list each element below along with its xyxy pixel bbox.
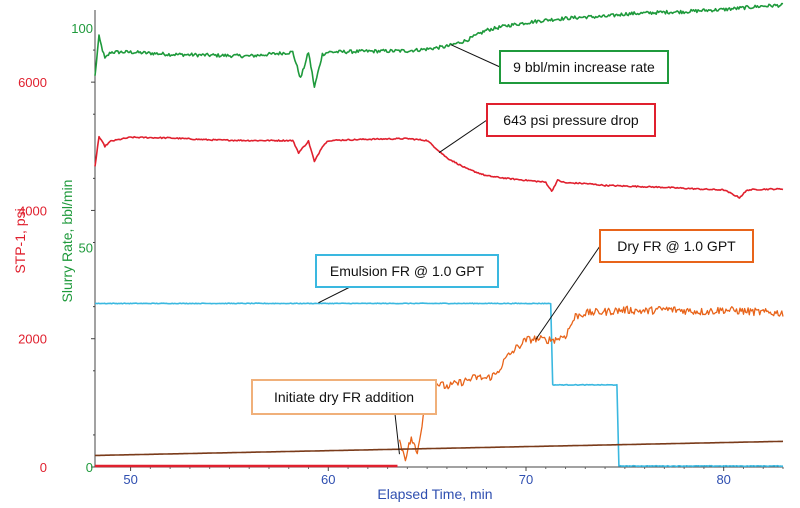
series-layer: [94, 2, 784, 468]
x-tick-label: 60: [321, 472, 335, 487]
annotation-label: 643 psi pressure drop: [503, 112, 639, 128]
y-left-tick-label: 2000: [18, 332, 47, 347]
series-line-baseline: [94, 440, 784, 457]
annotation-box: [486, 103, 656, 137]
y-left-tick-label: 0: [40, 460, 47, 475]
series-line-dry-fr: [398, 305, 784, 462]
annotation-label: Initiate dry FR addition: [274, 389, 414, 405]
annotation-box: [315, 254, 499, 288]
annotation-label: 9 bbl/min increase rate: [513, 59, 655, 75]
annotation-leader: [450, 44, 501, 68]
y-rate-tick-label: 0: [86, 460, 93, 475]
annotation-leader: [438, 119, 488, 154]
annotation-label: Dry FR @ 1.0 GPT: [617, 238, 736, 254]
x-axis-title: Elapsed Time, min: [377, 486, 492, 502]
x-tick-label: 50: [123, 472, 137, 487]
y-rate-tick-label: 50: [79, 241, 93, 256]
annotation-leader: [318, 286, 351, 304]
y-axis-left-title: STP-1, psi: [12, 208, 28, 273]
annotation-leader: [535, 245, 601, 340]
annotation-label: Emulsion FR @ 1.0 GPT: [330, 263, 485, 279]
annotation-layer: 9 bbl/min increase rate 643 psi pressure …: [251, 44, 754, 455]
y-rate-tick-label: 100: [71, 21, 93, 36]
series-line-slurry-rate: [94, 2, 784, 88]
y-left-tick-label: 4000: [18, 203, 47, 218]
x-tick-label: 80: [716, 472, 730, 487]
series-line-emulsion-fr: [95, 302, 784, 468]
x-tick-label: 70: [519, 472, 533, 487]
annotation-leader: [394, 413, 400, 455]
series-line-stp-1: [94, 135, 784, 199]
y-left-tick-label: 6000: [18, 75, 47, 90]
annotation-box: [499, 50, 669, 84]
annotation-box: [599, 229, 754, 263]
y-axis-right-title: Slurry Rate, bbl/min: [59, 180, 75, 303]
annotation-box: [251, 379, 437, 415]
